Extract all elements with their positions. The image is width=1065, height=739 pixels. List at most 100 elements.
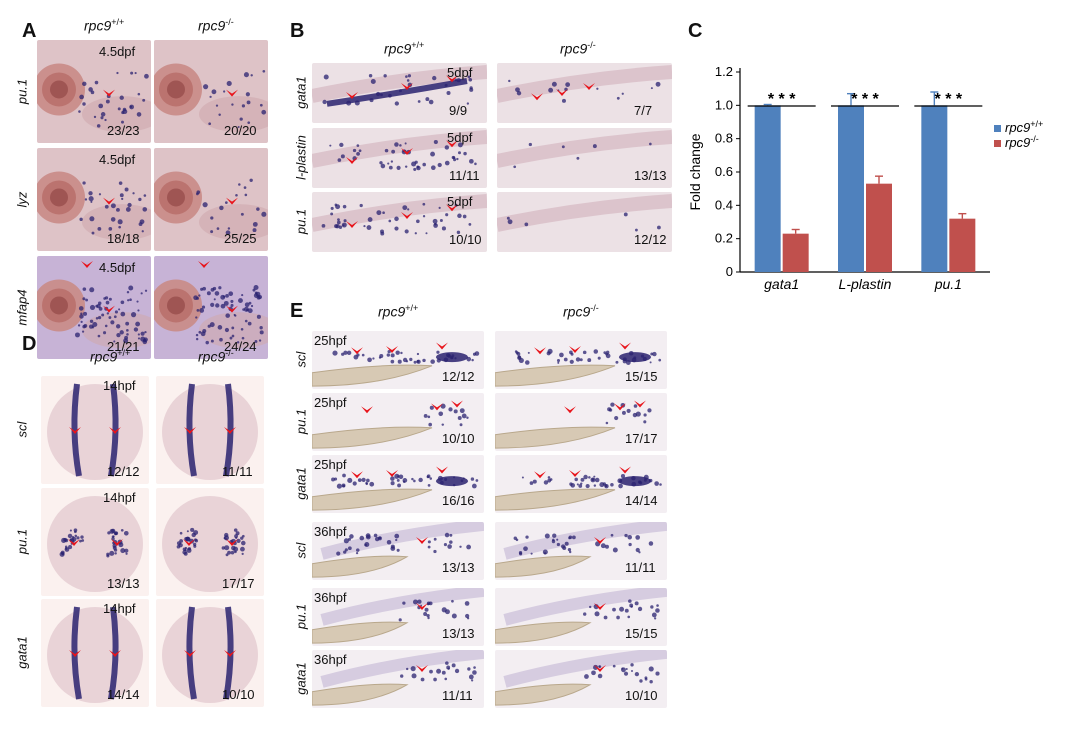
arrowhead-icon xyxy=(583,83,595,90)
count-label: 20/20 xyxy=(224,123,257,138)
count-label: 17/17 xyxy=(625,431,658,446)
stage-label: 4.5dpf xyxy=(99,44,136,59)
image-a-2-0: 4.5dpf 21/21 xyxy=(37,256,151,359)
arrowhead-icon xyxy=(619,466,631,474)
arrowhead-icon xyxy=(109,427,121,434)
arrowhead-icon xyxy=(103,305,115,313)
arrowhead-icon xyxy=(569,346,581,354)
arrowhead-icon xyxy=(416,603,428,611)
image-d-0-1: 11/11 xyxy=(156,376,264,484)
legend-label: rpc9-/- xyxy=(1005,134,1039,150)
y-tick-label: 0 xyxy=(726,264,733,279)
image-b-0-0: 5dpf 9/9 xyxy=(312,63,487,123)
legend-swatch xyxy=(994,140,1001,147)
arrowhead-icon xyxy=(634,400,646,408)
arrowhead-icon xyxy=(594,537,606,545)
arrowhead-icon xyxy=(416,665,428,673)
arrowhead-icon xyxy=(224,427,236,434)
genotype-wt-a: rpc9+/+ xyxy=(84,17,125,34)
arrowhead-icon xyxy=(351,471,363,479)
count-label: 11/11 xyxy=(442,688,473,703)
stage-label: 5dpf xyxy=(447,65,473,80)
y-tick-label: 0.2 xyxy=(715,231,733,246)
arrowhead-icon xyxy=(183,539,195,546)
y-tick-label: 1.0 xyxy=(715,97,733,112)
row-label-d-0: scl xyxy=(14,421,30,438)
panel-letter-b: B xyxy=(290,20,305,42)
arrowhead-icon xyxy=(361,406,373,414)
arrowhead-icon xyxy=(556,89,568,96)
genotype-mut-a: rpc9-/- xyxy=(198,17,234,34)
arrowhead-icon xyxy=(594,665,606,673)
image-e-1-0: 25hpf 10/10 xyxy=(312,393,484,451)
image-d-2-0: 14hpf 14/14 xyxy=(41,599,149,707)
arrowhead-icon xyxy=(386,346,398,354)
arrowhead-icon xyxy=(619,342,631,350)
arrowhead-icon xyxy=(451,400,463,408)
count-label: 9/9 xyxy=(449,103,468,118)
stage-label: 5dpf xyxy=(447,194,473,209)
count-label: 12/12 xyxy=(442,369,475,384)
image-d-1-0: 14hpf 13/13 xyxy=(41,488,149,596)
image-b-1-1: 13/13 xyxy=(497,128,672,188)
arrowhead-icon xyxy=(431,403,443,411)
arrowhead-icon xyxy=(226,89,238,97)
genotype-wt-b: rpc9+/+ xyxy=(384,40,425,57)
count-label: 10/10 xyxy=(625,688,658,703)
count-label: 11/11 xyxy=(222,464,253,479)
arrowhead-icon xyxy=(401,83,413,90)
count-label: 17/17 xyxy=(222,576,255,591)
genotype-mut-b: rpc9-/- xyxy=(560,40,596,57)
image-a-1-0: 4.5dpf 18/18 xyxy=(37,148,151,251)
stage-label: 25hpf xyxy=(314,333,347,348)
y-tick-label: 1.2 xyxy=(715,64,733,79)
image-a-1-1: 25/25 xyxy=(154,148,268,251)
image-a-2-1: 24/24 xyxy=(154,256,268,359)
arrowhead-icon xyxy=(351,347,363,355)
significance-stars: * * * xyxy=(935,91,963,108)
image-e-2-1: 14/14 xyxy=(495,455,667,513)
image-e-1-1: 17/17 xyxy=(495,393,667,451)
arrowhead-icon xyxy=(226,539,238,546)
image-e-0-1: 15/15 xyxy=(495,331,667,389)
image-b-2-1: 12/12 xyxy=(497,192,672,252)
y-axis-label: Fold change xyxy=(687,133,703,210)
row-label-a-0: pu.1 xyxy=(14,78,30,104)
arrowhead-icon xyxy=(436,466,448,474)
arrowhead-icon xyxy=(594,603,606,611)
image-a-0-1: 20/20 xyxy=(154,40,268,143)
bar-gata1-1 xyxy=(782,233,809,272)
image-e-3-0: 36hpf 13/13 xyxy=(312,522,484,580)
stage-label: 14hpf xyxy=(103,378,136,393)
arrowhead-icon xyxy=(346,92,358,99)
bar-chart: 0 0.2 0.4 0.6 0.8 1.0 1.2 Fold change * * * gata1… xyxy=(687,64,1043,292)
count-label: 25/25 xyxy=(224,231,257,246)
count-label: 11/11 xyxy=(449,168,480,183)
arrowhead-icon xyxy=(436,342,448,350)
count-label: 14/14 xyxy=(107,687,140,702)
stage-label: 36hpf xyxy=(314,590,347,605)
count-label: 14/14 xyxy=(625,493,658,508)
count-label: 12/12 xyxy=(107,464,140,479)
stage-label: 4.5dpf xyxy=(99,260,136,275)
bar-L-plastin-1 xyxy=(866,183,892,272)
arrowhead-icon xyxy=(446,140,458,148)
category-label: gata1 xyxy=(764,276,799,292)
arrowhead-icon xyxy=(226,197,238,205)
stage-label: 5dpf xyxy=(447,130,473,145)
arrowhead-icon xyxy=(184,650,196,657)
arrowhead-icon xyxy=(68,539,80,546)
image-b-0-1: 7/7 xyxy=(497,63,672,123)
count-label: 13/13 xyxy=(442,626,475,641)
panel-letter-d: D xyxy=(22,333,37,355)
image-e-3-1: 11/11 xyxy=(495,522,667,580)
category-label: pu.1 xyxy=(934,276,962,292)
arrowhead-icon xyxy=(531,93,543,101)
image-d-1-1: 17/17 xyxy=(156,488,264,596)
count-label: 13/13 xyxy=(107,576,140,591)
row-label-b-2: pu.1 xyxy=(293,208,309,235)
image-e-0-0: 25hpf 12/12 xyxy=(312,331,484,389)
genotype-mut-e: rpc9-/- xyxy=(563,303,599,320)
image-e-4-1: 15/15 xyxy=(495,588,667,646)
bar-gata1-0 xyxy=(754,105,781,272)
